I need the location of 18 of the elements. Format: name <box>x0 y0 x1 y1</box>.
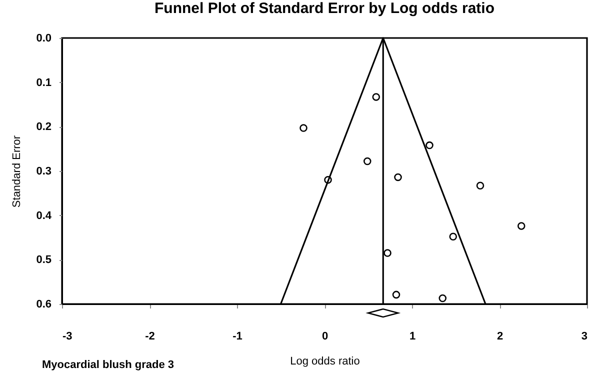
x-tick-label: 0 <box>322 330 328 342</box>
x-tick-label: -2 <box>145 330 155 342</box>
y-tick-label: 0.5 <box>36 254 52 266</box>
x-tick-label: 2 <box>496 330 504 342</box>
chart-title: Funnel Plot of Standard Error by Log odds ratio <box>154 0 495 17</box>
y-tick-label: 0.1 <box>36 76 52 89</box>
x-axis-title: Log odds ratio <box>290 356 360 368</box>
y-tick-label: 0.4 <box>36 210 52 222</box>
y-tick-label: 0.0 <box>36 32 52 44</box>
y-axis-title: Standard Error <box>11 135 24 208</box>
y-tick-label: 0.2 <box>36 121 52 134</box>
text: Myocardial blush grade 3 <box>42 359 174 371</box>
y-tick-label: 0.6 <box>36 298 52 310</box>
x-tick-label: -1 <box>232 330 242 342</box>
y-tick-label: 0.3 <box>36 166 52 178</box>
x-tick-label: -3 <box>62 330 72 342</box>
x-tick-label: 3 <box>581 330 588 342</box>
x-tick-label: 1 <box>409 330 416 342</box>
